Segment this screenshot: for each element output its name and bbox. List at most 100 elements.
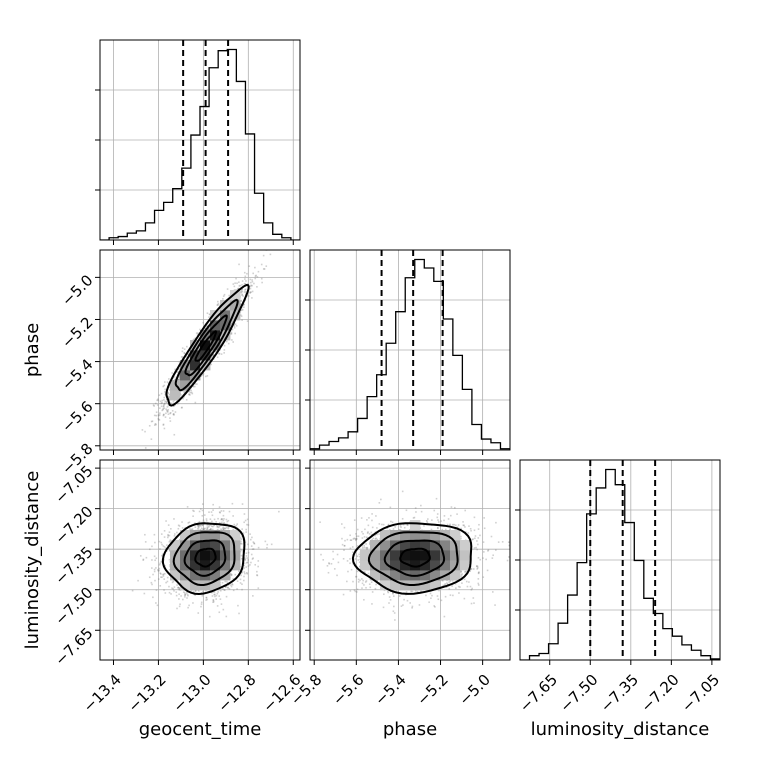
sample-point [249, 281, 252, 284]
sample-point [168, 386, 171, 389]
sample-point [163, 413, 165, 416]
sample-point [239, 582, 242, 584]
sample-point [213, 518, 216, 521]
sample-point [183, 391, 185, 393]
sample-point [237, 288, 239, 290]
sample-point [163, 407, 166, 410]
sample-point [214, 593, 216, 596]
sample-point [205, 519, 208, 522]
sample-point [176, 370, 178, 373]
sample-point [160, 405, 163, 408]
sample-point [224, 523, 227, 525]
sample-point [179, 603, 181, 606]
sample-point [235, 524, 238, 527]
sample-point [215, 598, 218, 600]
sample-point [234, 323, 237, 326]
sample-point [477, 537, 480, 539]
sample-point [210, 356, 212, 359]
sample-point [160, 541, 163, 544]
sample-point [166, 406, 169, 408]
sample-point [173, 518, 175, 520]
sample-point [198, 524, 200, 527]
sample-point [383, 593, 385, 596]
sample-point [208, 524, 211, 527]
sample-point [169, 393, 171, 396]
sample-point [473, 529, 476, 532]
sample-point [213, 591, 216, 593]
sample-point [188, 521, 191, 524]
sample-point [250, 553, 253, 556]
sample-point [233, 327, 236, 329]
sample-point [206, 375, 209, 377]
sample-point [401, 517, 404, 520]
density-cell [220, 560, 231, 571]
sample-point [224, 589, 226, 591]
sample-point [244, 291, 247, 293]
sample-point [174, 368, 176, 371]
sample-point [241, 557, 243, 560]
sample-point [186, 506, 189, 508]
sample-point [249, 285, 252, 288]
sample-point [166, 398, 168, 401]
sample-point [226, 288, 229, 290]
sample-point [240, 300, 243, 302]
sample-point [191, 528, 194, 530]
sample-point [163, 403, 165, 406]
sample-point [212, 600, 215, 603]
sample-point [241, 503, 244, 505]
sample-point [172, 413, 175, 416]
sample-point [173, 414, 175, 416]
sample-point [255, 274, 257, 277]
sample-point [192, 602, 194, 604]
sample-point [240, 574, 242, 577]
sample-point [231, 320, 233, 323]
panel-geocent-time-histogram [95, 39, 301, 245]
sample-point [251, 536, 253, 539]
sample-point [160, 573, 162, 575]
sample-point [216, 525, 218, 528]
sample-point [245, 572, 248, 574]
sample-point [168, 534, 171, 537]
grid-lines [95, 250, 300, 455]
x-tick-label: −13.4 [80, 671, 125, 716]
sample-point [223, 349, 226, 351]
sample-point [460, 535, 462, 538]
sample-point [159, 585, 162, 587]
sample-point [217, 300, 219, 303]
y-tick-label: −5.4 [58, 355, 96, 393]
sample-point [203, 528, 205, 531]
sample-point [166, 411, 169, 413]
sample-point [181, 527, 184, 529]
sample-point [249, 533, 251, 535]
sample-point [164, 391, 166, 393]
sample-point [167, 533, 169, 536]
sample-point [244, 288, 247, 291]
sample-point [178, 374, 181, 376]
sample-point [163, 546, 166, 548]
sample-point [229, 323, 232, 326]
sample-point [249, 287, 252, 290]
sample-point [150, 438, 153, 440]
sample-point [246, 557, 248, 559]
sample-point [203, 521, 206, 524]
sample-point [257, 587, 260, 589]
sample-point [176, 531, 178, 534]
sample-point [225, 615, 228, 618]
sample-point [165, 401, 168, 404]
sample-point [188, 393, 190, 396]
sample-point [168, 396, 170, 398]
sample-point [257, 565, 259, 568]
sample-point [256, 574, 259, 577]
panel-frame [99, 459, 301, 661]
contour-1.5sigma [174, 298, 239, 392]
sample-point [222, 514, 225, 517]
sample-point [185, 390, 188, 392]
sample-point [199, 524, 201, 527]
y-tick-label: −7.65 [51, 624, 96, 669]
sample-point [205, 518, 208, 520]
sample-point [234, 573, 237, 576]
sample-point [162, 413, 165, 416]
sample-point [264, 540, 267, 543]
sample-point [239, 290, 242, 293]
sample-point [243, 575, 245, 578]
